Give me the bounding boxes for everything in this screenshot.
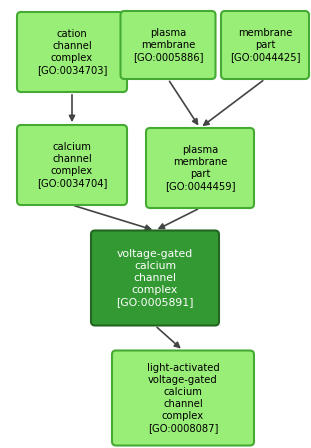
FancyBboxPatch shape — [17, 125, 127, 205]
FancyBboxPatch shape — [17, 12, 127, 92]
FancyBboxPatch shape — [91, 231, 219, 326]
Text: cation
channel
complex
[GO:0034703]: cation channel complex [GO:0034703] — [37, 29, 107, 75]
FancyBboxPatch shape — [146, 128, 254, 208]
Text: membrane
part
[GO:0044425]: membrane part [GO:0044425] — [230, 28, 300, 62]
Text: calcium
channel
complex
[GO:0034704]: calcium channel complex [GO:0034704] — [37, 142, 107, 188]
FancyBboxPatch shape — [221, 11, 309, 79]
FancyBboxPatch shape — [112, 350, 254, 445]
FancyBboxPatch shape — [120, 11, 216, 79]
Text: plasma
membrane
[GO:0005886]: plasma membrane [GO:0005886] — [133, 28, 203, 62]
Text: voltage-gated
calcium
channel
complex
[GO:0005891]: voltage-gated calcium channel complex [G… — [116, 249, 194, 307]
Text: light-activated
voltage-gated
calcium
channel
complex
[GO:0008087]: light-activated voltage-gated calcium ch… — [146, 363, 219, 433]
Text: plasma
membrane
part
[GO:0044459]: plasma membrane part [GO:0044459] — [165, 145, 235, 191]
